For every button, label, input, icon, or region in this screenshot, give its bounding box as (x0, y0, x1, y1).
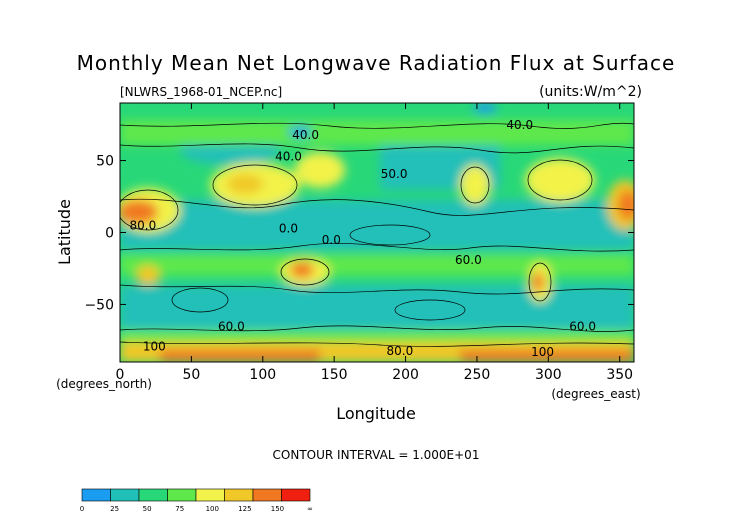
contour-interval: CONTOUR INTERVAL = 1.000E+01 (273, 448, 480, 462)
chart-title: Monthly Mean Net Longwave Radiation Flux… (77, 51, 676, 75)
contour-label: 80.0 (129, 219, 156, 233)
y-axis-units: (degrees_north) (56, 377, 152, 391)
colorbar-label: 50 (143, 505, 152, 513)
x-tick-label: 150 (321, 367, 348, 383)
plot-area: 40.0 40.0 40.0 50.0 80.0 0.0 0.0 60.0 60.0 60.0 10… (120, 103, 634, 362)
contour-label: 0.0 (279, 222, 298, 236)
contour-label: 60.0 (455, 253, 482, 267)
colorbar: 0 25 50 75 100 125 150 ∞ (80, 488, 313, 513)
x-tick-label: 50 (182, 367, 200, 383)
colorbar-swatch (81, 488, 111, 502)
colorbar-label: 25 (110, 505, 119, 513)
chart-subtitle-file: [NLWRS_1968-01_NCEP.nc] (120, 85, 282, 99)
x-tick-label: 0 (116, 367, 125, 383)
colorbar-label: 125 (238, 505, 251, 513)
colorbar-swatch (252, 488, 282, 502)
contour-label: 50.0 (381, 167, 408, 181)
colorbar-swatch (138, 488, 168, 502)
y-axis-label: Latitude (55, 199, 74, 265)
colorbar-label: 150 (271, 505, 284, 513)
contour-label: 40.0 (506, 118, 533, 132)
contour-label: 60.0 (569, 319, 596, 333)
x-tick-label: 100 (249, 367, 276, 383)
x-axis-label: Longitude (336, 404, 416, 423)
contour-lines (120, 122, 634, 347)
y-tick-label: 0 (105, 226, 114, 242)
colorbar-label: 75 (175, 505, 184, 513)
colorbar-swatch (195, 488, 225, 502)
x-axis: 0 50 100 150 200 250 300 350 (116, 103, 633, 383)
chart-subtitle-units: (units:W/m^2) (539, 84, 642, 100)
colorbar-swatch (167, 488, 197, 502)
contour-label: 40.0 (292, 128, 319, 142)
contour-label: 40.0 (275, 150, 302, 164)
x-tick-label: 350 (606, 367, 633, 383)
y-tick-label: 50 (96, 154, 114, 170)
x-tick-label: 200 (392, 367, 419, 383)
colorbar-label: 0 (80, 505, 84, 513)
x-axis-units: (degrees_east) (551, 387, 640, 401)
x-tick-label: 300 (535, 367, 562, 383)
x-tick-label: 250 (464, 367, 491, 383)
heatmap-field (120, 103, 634, 362)
y-axis: −50 0 50 (84, 154, 634, 313)
contour-label: 80.0 (386, 344, 413, 358)
contour-labels: 40.0 40.0 40.0 50.0 80.0 0.0 0.0 60.0 60.0 60.0 10… (129, 118, 595, 359)
colorbar-swatch (281, 488, 311, 502)
contour-label: 100 (143, 339, 166, 353)
contour-label: 60.0 (218, 319, 245, 333)
colorbar-label: 100 (206, 505, 219, 513)
colorbar-label: ∞ (307, 505, 313, 513)
contour-label: 0.0 (322, 233, 341, 247)
y-tick-label: −50 (84, 297, 114, 313)
colorbar-swatch (224, 488, 254, 502)
contour-label: 100 (531, 345, 554, 359)
colorbar-swatch (110, 488, 140, 502)
